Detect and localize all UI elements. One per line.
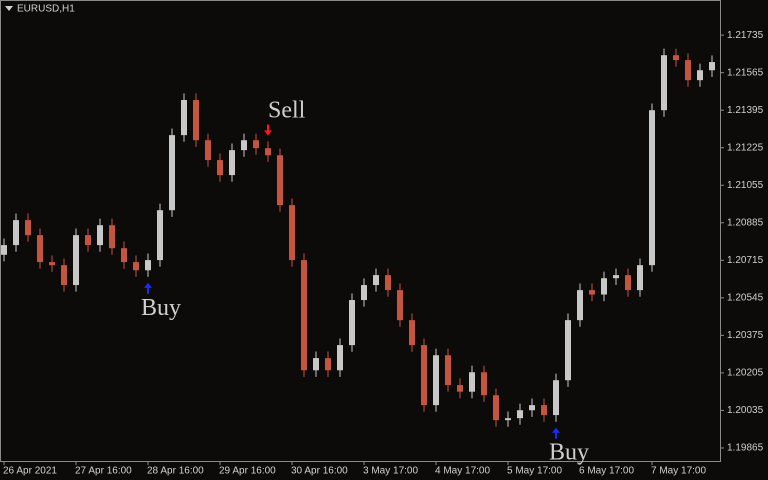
candle-body <box>313 358 319 371</box>
y-tick-label: 1.21055 <box>727 180 764 191</box>
candle-body <box>337 345 343 371</box>
candle-body <box>529 405 535 411</box>
candle-body <box>73 235 79 286</box>
candle-body <box>433 355 439 406</box>
candle-body <box>289 205 295 261</box>
symbol-menu-icon[interactable] <box>5 6 13 11</box>
candle-body <box>133 262 139 271</box>
candle-body <box>445 355 451 386</box>
x-tick-label: 27 Apr 16:00 <box>75 466 132 477</box>
candle-body <box>37 235 43 263</box>
candle-body <box>373 275 379 286</box>
sell-arrow <box>264 124 272 136</box>
candle-body <box>481 372 487 396</box>
candle-body <box>97 225 103 246</box>
candle-body <box>505 418 511 421</box>
annotation-label: Sell <box>268 98 306 124</box>
y-tick-label: 1.21735 <box>727 30 764 41</box>
candle-body <box>265 148 271 156</box>
candle-body <box>169 135 175 211</box>
candle-body <box>385 275 391 291</box>
candle-body <box>229 150 235 176</box>
y-tick-label: 1.21565 <box>727 67 764 78</box>
chart-title: EURUSD,H1 <box>17 4 75 15</box>
candle-body <box>673 55 679 61</box>
candle-body <box>277 155 283 206</box>
candle-body <box>349 300 355 346</box>
y-tick-label: 1.21395 <box>727 105 764 116</box>
candle-body <box>649 110 655 266</box>
x-tick-label: 4 May 17:00 <box>435 466 490 477</box>
y-tick-label: 1.20375 <box>727 330 764 341</box>
candle-body <box>613 275 619 279</box>
candle-body <box>457 385 463 392</box>
candle-body <box>145 260 151 271</box>
candle-body <box>241 140 247 151</box>
candle-body <box>25 220 31 236</box>
candle-body <box>637 265 643 291</box>
candle-body <box>109 225 115 249</box>
x-tick-label: 6 May 17:00 <box>579 466 634 477</box>
candle-body <box>193 100 199 141</box>
candle-body <box>325 358 331 371</box>
candle-body <box>577 290 583 321</box>
candle-body <box>13 220 19 246</box>
buy-arrow <box>144 282 152 294</box>
candle-body <box>553 380 559 416</box>
annotation-label: Buy <box>549 440 589 466</box>
candle-body <box>469 372 475 392</box>
annotation-label: Buy <box>141 295 181 321</box>
x-tick-label: 28 Apr 16:00 <box>147 466 204 477</box>
candle-body <box>493 395 499 421</box>
candle-body <box>685 60 691 81</box>
candle-body <box>61 265 67 286</box>
y-tick-label: 1.21225 <box>727 142 764 153</box>
y-tick-label: 1.20205 <box>727 368 764 379</box>
candle-body <box>217 160 223 176</box>
candle-body <box>661 55 667 111</box>
x-tick-label: 26 Apr 2021 <box>3 466 57 477</box>
candle-body <box>253 140 259 149</box>
y-tick-label: 1.19865 <box>727 443 764 454</box>
candle-body <box>409 320 415 346</box>
candle-body <box>85 235 91 246</box>
candle-body <box>157 210 163 261</box>
candle-body <box>589 290 595 295</box>
plot-frame <box>0 0 721 462</box>
x-tick-label: 29 Apr 16:00 <box>219 466 276 477</box>
candle-body <box>121 248 127 263</box>
candle-body <box>301 260 307 371</box>
candle-body <box>205 140 211 161</box>
y-tick-label: 1.20715 <box>727 255 764 266</box>
x-tick-label: 5 May 17:00 <box>507 466 562 477</box>
x-tick-label: 3 May 17:00 <box>363 466 418 477</box>
x-tick-label: 7 May 17:00 <box>651 466 706 477</box>
y-tick-label: 1.20885 <box>727 217 764 228</box>
buy-arrow <box>552 427 560 439</box>
candle-body <box>709 62 715 71</box>
candle-body <box>541 405 547 416</box>
candle-body <box>361 285 367 301</box>
candle-body <box>601 278 607 295</box>
candle-body <box>49 262 55 266</box>
candle-body <box>565 320 571 381</box>
y-tick-label: 1.20545 <box>727 292 764 303</box>
x-tick-label: 30 Apr 16:00 <box>291 466 348 477</box>
candle-body <box>697 70 703 81</box>
candle-body <box>517 410 523 419</box>
candle-body <box>1 245 7 255</box>
candle-body <box>181 100 187 136</box>
candle-body <box>421 345 427 406</box>
candle-body <box>397 290 403 321</box>
candle-body <box>625 275 631 291</box>
y-tick-label: 1.20035 <box>727 405 764 416</box>
